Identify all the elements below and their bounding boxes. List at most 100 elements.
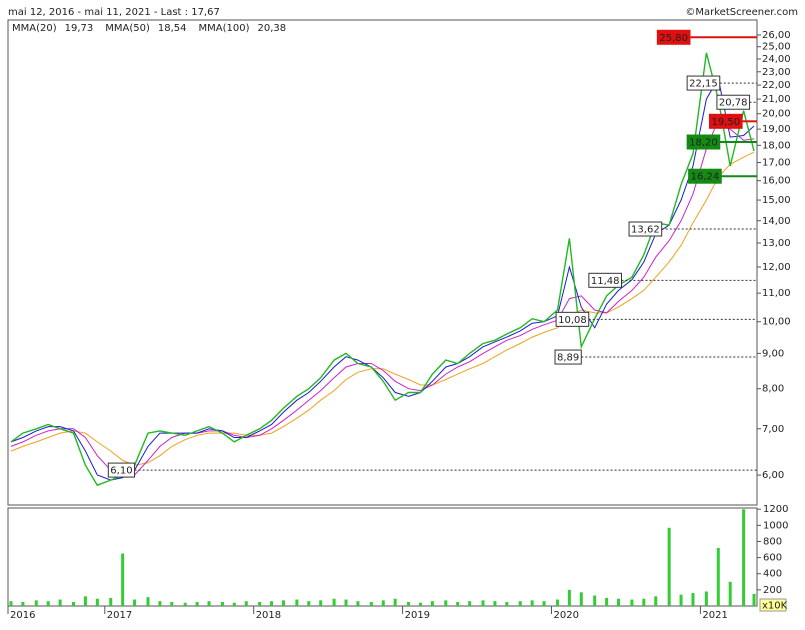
level-box bbox=[708, 113, 743, 129]
volume-bar bbox=[542, 601, 546, 606]
level-label: 25,80 bbox=[659, 33, 688, 44]
volume-bar bbox=[133, 599, 137, 606]
volume-bar bbox=[617, 598, 621, 606]
y-tick-label: 13,00 bbox=[762, 238, 791, 249]
y-tick-label: 25,00 bbox=[762, 42, 791, 53]
level-label: 19,50 bbox=[711, 117, 740, 128]
source: ©MarketScreener.com bbox=[685, 7, 798, 18]
volume-bar bbox=[195, 601, 199, 606]
volume-bar bbox=[456, 601, 460, 606]
level-label: 18,20 bbox=[689, 138, 718, 149]
level-label: 6,10 bbox=[110, 466, 132, 477]
volume-bar bbox=[567, 589, 571, 606]
level-label: 16,24 bbox=[691, 172, 720, 183]
volume-bar bbox=[244, 601, 248, 606]
level-label: 8,89 bbox=[557, 353, 579, 364]
volume-bar bbox=[679, 594, 683, 606]
legend-name: MMA(20) bbox=[12, 23, 57, 34]
x-tick-label: 2020 bbox=[554, 610, 579, 621]
level-box bbox=[588, 272, 622, 288]
y-tick-label: 20,00 bbox=[762, 109, 791, 120]
volume-bar bbox=[232, 602, 236, 606]
volume-bar bbox=[34, 600, 38, 606]
y-tick-label: 17,00 bbox=[762, 157, 791, 168]
volume-bar bbox=[407, 601, 411, 606]
volume-bar bbox=[220, 601, 224, 606]
legend-value: 18,54 bbox=[158, 23, 187, 34]
x-tick-label: 2021 bbox=[702, 610, 727, 621]
volume-bar bbox=[593, 595, 597, 606]
volume-bar bbox=[58, 599, 62, 606]
y-tick-label: 10,00 bbox=[762, 317, 791, 328]
volume-bar bbox=[207, 601, 211, 606]
volume-bar bbox=[356, 601, 360, 606]
level-label: 11,48 bbox=[591, 276, 620, 287]
level-box bbox=[686, 75, 721, 91]
volume-bar bbox=[146, 597, 150, 606]
volume-bar bbox=[393, 598, 397, 606]
volume-bar bbox=[9, 601, 13, 606]
level-label: 10,08 bbox=[558, 315, 587, 326]
volume-bar bbox=[742, 509, 746, 606]
volume-bar bbox=[344, 599, 348, 606]
legend-name: MMA(100) bbox=[199, 23, 250, 34]
y-tick-label: 14,00 bbox=[762, 216, 791, 227]
volume-bar bbox=[332, 598, 336, 606]
volume-bar bbox=[418, 602, 422, 606]
volume-bar bbox=[21, 601, 25, 606]
volume-bar bbox=[158, 601, 162, 606]
y-tick-label: 16,00 bbox=[762, 176, 791, 187]
volume-bar bbox=[505, 601, 509, 606]
volume-bar bbox=[281, 600, 285, 606]
chart-title: mai 12, 2016 - mai 11, 2021 - Last : 17,… bbox=[8, 7, 220, 18]
level-box bbox=[555, 311, 590, 327]
volume-bar bbox=[605, 597, 609, 606]
volume-bar bbox=[530, 600, 534, 606]
volume-bar bbox=[72, 601, 76, 606]
volume-tick-label: 1200 bbox=[763, 504, 788, 515]
x-tick-label: 2018 bbox=[256, 610, 281, 621]
unit-box bbox=[759, 598, 787, 612]
volume-bar bbox=[518, 601, 522, 606]
volume-bar bbox=[83, 596, 87, 606]
volume-bar bbox=[109, 597, 113, 606]
x-tick-label: 2019 bbox=[405, 610, 430, 621]
volume-bar bbox=[381, 600, 385, 606]
y-tick-label: 22,00 bbox=[762, 80, 791, 91]
volume-bar bbox=[270, 601, 274, 606]
volume-bar bbox=[654, 596, 658, 606]
volume-bar bbox=[579, 592, 583, 606]
volume-bar bbox=[667, 527, 671, 606]
y-tick-label: 7,00 bbox=[762, 424, 784, 435]
y-tick-label: 19,00 bbox=[762, 124, 791, 135]
volume-bar bbox=[444, 600, 448, 606]
legend-value: 20,38 bbox=[258, 23, 287, 34]
level-label: 20,78 bbox=[719, 98, 748, 109]
volume-tick-label: 800 bbox=[763, 536, 782, 547]
volume-tick-label: 200 bbox=[763, 585, 782, 596]
y-tick-label: 6,00 bbox=[762, 470, 784, 481]
level-box bbox=[716, 94, 751, 110]
volume-bar bbox=[728, 581, 732, 606]
level-label: 13,62 bbox=[631, 225, 660, 236]
y-tick-label: 23,00 bbox=[762, 67, 791, 78]
y-tick-label: 12,00 bbox=[762, 262, 791, 273]
volume-bar bbox=[307, 601, 311, 606]
volume-tick-label: 400 bbox=[763, 569, 782, 580]
volume-tick-label: 1000 bbox=[763, 520, 788, 531]
level-box bbox=[656, 29, 691, 45]
volume-bar bbox=[121, 553, 125, 606]
volume-bar bbox=[183, 602, 187, 606]
volume-bar bbox=[630, 599, 634, 606]
volume-bar bbox=[430, 601, 434, 606]
volume-bar bbox=[468, 601, 472, 606]
volume-bar bbox=[691, 593, 695, 606]
y-tick-label: 11,00 bbox=[762, 288, 791, 299]
volume-bar bbox=[555, 599, 559, 606]
y-tick-label: 15,00 bbox=[762, 195, 791, 206]
y-tick-label: 18,00 bbox=[762, 140, 791, 151]
x-tick-label: 2016 bbox=[10, 610, 35, 621]
volume-bar bbox=[46, 601, 50, 606]
